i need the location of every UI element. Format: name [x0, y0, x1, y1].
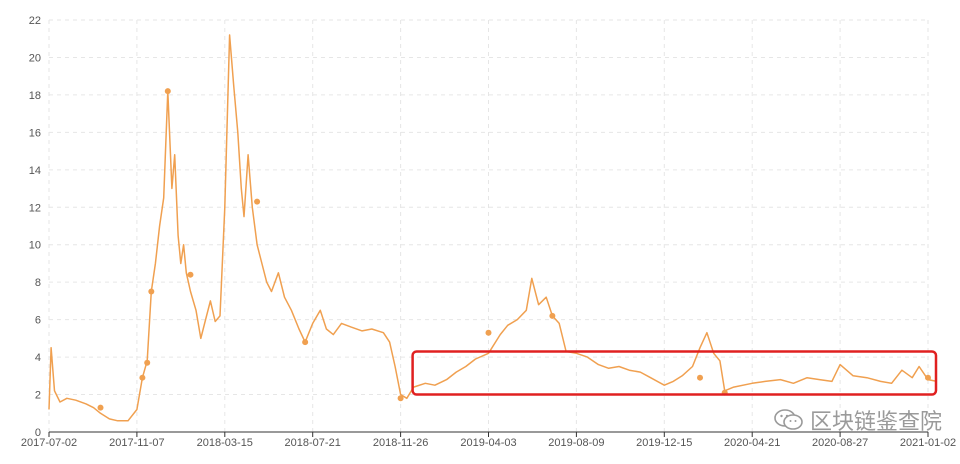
- watermark-text: 区块链鉴查院: [809, 410, 942, 435]
- data-point-marker: [549, 312, 556, 319]
- x-tick-label: 2019-08-09: [548, 437, 604, 449]
- x-tick-label: 2017-07-02: [21, 437, 77, 449]
- y-tick-labels: 0 2 4 6 8 10 12 14 16 18 20 22: [29, 15, 41, 439]
- data-point-marker: [254, 198, 261, 205]
- x-tick-label: 2018-03-15: [197, 437, 253, 449]
- y-tick-label: 20: [29, 52, 41, 64]
- x-tick-label: 2021-01-02: [900, 437, 956, 449]
- x-tick-label: 2017-11-07: [109, 437, 164, 449]
- x-tick-label: 2019-04-03: [460, 437, 516, 449]
- marker-layer: [97, 88, 931, 411]
- x-tick-label: 2018-07-21: [285, 437, 341, 449]
- x-tick-label: 2020-04-21: [724, 437, 780, 449]
- x-tick-labels: 2017-07-02 2017-11-07 2018-03-15 2018-07-21…: [21, 437, 956, 449]
- watermark: 区块链鉴查院: [774, 404, 942, 436]
- price-series-line: [48, 34, 938, 422]
- data-point-marker: [139, 374, 146, 381]
- data-point-marker: [97, 404, 104, 411]
- x-tick-label: 2018-11-26: [373, 437, 428, 449]
- data-point-marker: [697, 374, 704, 381]
- x-tick-label: 2019-12-15: [636, 437, 692, 449]
- highlight-box: [411, 350, 938, 396]
- data-point-marker: [925, 374, 931, 381]
- y-tick-label: 6: [35, 315, 41, 327]
- data-point-marker: [485, 329, 492, 336]
- y-tick-label: 2: [35, 390, 41, 402]
- data-point-marker: [144, 359, 151, 366]
- data-point-marker: [164, 88, 171, 95]
- data-point-marker: [397, 395, 404, 402]
- data-point-marker: [302, 339, 309, 346]
- y-tick-label: 10: [29, 240, 41, 252]
- y-tick-label: 22: [29, 15, 41, 27]
- y-tick-label: 8: [35, 277, 41, 289]
- y-tick-label: 16: [29, 127, 41, 139]
- wechat-icon: [774, 409, 803, 430]
- data-point-marker: [187, 271, 194, 278]
- grid-layer: [48, 19, 929, 437]
- y-tick-label: 18: [29, 90, 41, 102]
- x-tick-label: 2020-08-27: [812, 437, 868, 449]
- y-tick-label: 0: [35, 427, 41, 439]
- y-tick-label: 14: [29, 165, 41, 177]
- y-tick-label: 12: [29, 202, 41, 214]
- y-tick-label: 4: [35, 352, 41, 364]
- data-point-marker: [148, 288, 155, 295]
